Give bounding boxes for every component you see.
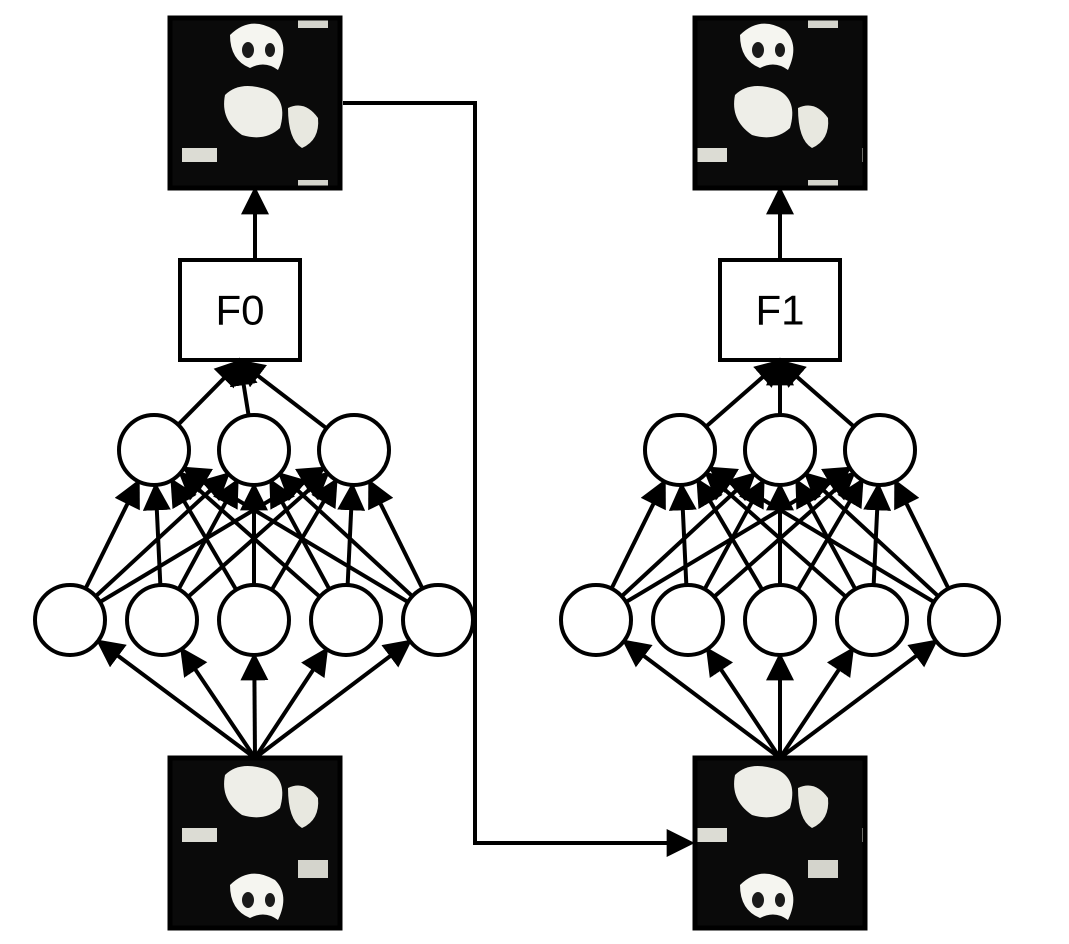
left-input-image: [170, 758, 340, 928]
right-arrow-L1-0-to-L2-0: [612, 483, 664, 588]
left-L1-node-1: [127, 585, 197, 655]
left-feature-box-label: F0: [215, 287, 264, 334]
right-arrow-input-to-L1-1: [709, 651, 780, 758]
right-L1-node-1: [653, 585, 723, 655]
left-L2-node-2: [319, 415, 389, 485]
right-arrow-input-to-L1-4: [780, 642, 934, 758]
left-arrow-input-to-L1-3: [255, 651, 326, 758]
right-input-image: [695, 758, 865, 928]
left-output-image: [170, 18, 340, 188]
right-output-image: [695, 18, 865, 188]
right-arrow-input-to-L1-3: [780, 651, 851, 758]
right-L1-node-4: [929, 585, 999, 655]
right-arrow-L1-4-to-L2-2: [896, 483, 948, 588]
diagram-canvas: F0 F1: [0, 0, 1069, 944]
left-L1-node-0: [35, 585, 105, 655]
right-L2-node-2: [845, 415, 915, 485]
left-L1-node-3: [311, 585, 381, 655]
right-L1-node-3: [837, 585, 907, 655]
left-arrow-input-to-L1-0: [100, 642, 255, 758]
left-arrow-L2-0-to-feature: [178, 362, 240, 425]
right-feature-box-label: F1: [755, 287, 804, 334]
left-arrow-L1-4-to-L2-2: [370, 483, 422, 588]
left-L2-node-0: [119, 415, 189, 485]
right-L1-node-2: [745, 585, 815, 655]
left-arrow-input-to-L1-2: [254, 657, 255, 758]
left-L1-node-4: [403, 585, 473, 655]
left-arrow-input-to-L1-1: [183, 651, 255, 758]
left-L2-node-1: [219, 415, 289, 485]
right-L1-node-0: [561, 585, 631, 655]
left-arrow-input-to-L1-4: [255, 642, 408, 758]
right-L2-node-0: [645, 415, 715, 485]
left-arrow-L1-0-to-L2-0: [86, 483, 138, 588]
left-L1-node-2: [219, 585, 289, 655]
right-L2-node-1: [745, 415, 815, 485]
arrow-left-output-to-right-input: [343, 103, 690, 843]
right-arrow-input-to-L1-0: [626, 642, 780, 758]
